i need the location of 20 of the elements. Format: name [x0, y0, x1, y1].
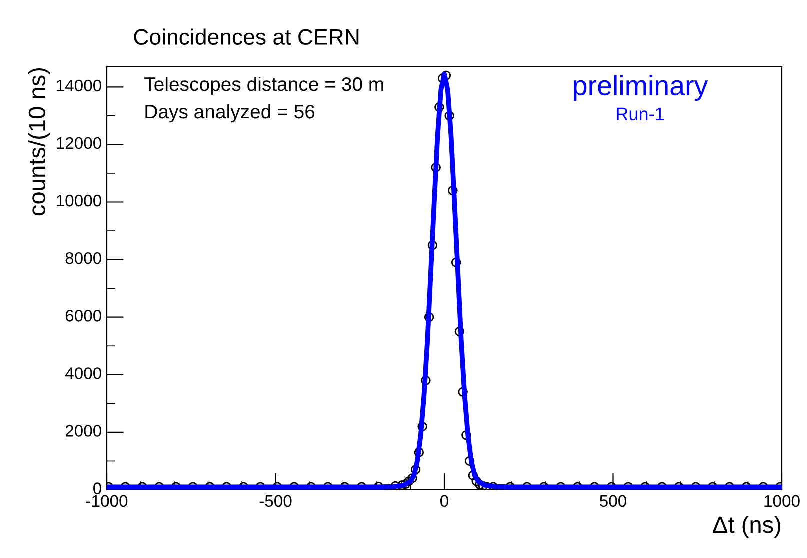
y-tick-label: 8000: [66, 252, 102, 264]
annotation: Run-1: [617, 108, 664, 120]
chart-title: Coincidences at CERN: [134, 28, 359, 46]
x-tick-label: 1000: [764, 495, 800, 508]
y-tick-label: 4000: [65, 368, 102, 380]
y-axis-title: counts/(10 ns): [28, 68, 50, 216]
annotation: preliminary: [574, 75, 708, 102]
y-tick-label: 12000: [57, 137, 102, 150]
x-axis-title: Δt (ns): [713, 516, 781, 538]
annotation: Telescopes distance = 30 m: [144, 76, 384, 96]
x-tick-label: 0: [440, 495, 448, 508]
x-tick-label: -500: [260, 495, 292, 508]
y-tick-label: 0: [94, 482, 102, 494]
x-tick-label: 500: [600, 495, 627, 508]
y-tick-label: 2000: [66, 425, 102, 437]
y-tick-label: 14000: [57, 80, 102, 92]
y-tick-label: 6000: [66, 310, 102, 322]
x-tick-label: -1000: [86, 495, 128, 508]
y-tick-label: 10000: [57, 194, 102, 207]
annotation: Days analyzed = 56: [146, 104, 315, 123]
